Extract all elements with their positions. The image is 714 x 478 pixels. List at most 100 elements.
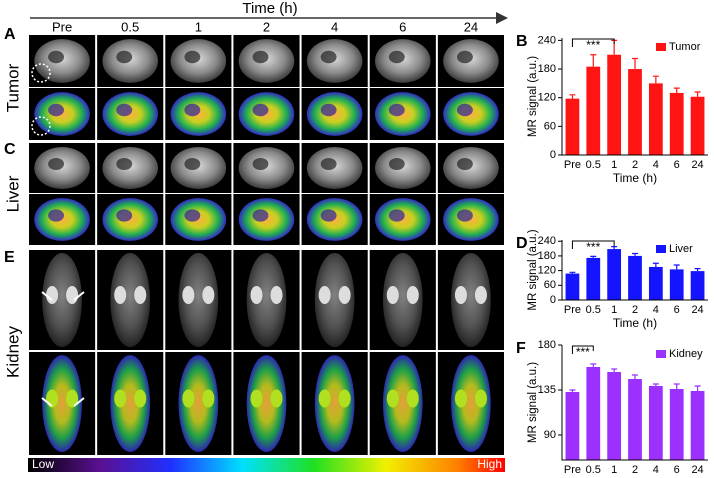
mri-kidney (338, 286, 351, 304)
error-bar (694, 385, 701, 391)
mri-section (238, 147, 295, 189)
mri-dark-region (48, 103, 65, 117)
significance-label: *** (576, 345, 590, 359)
mri-kidney (474, 286, 487, 304)
bar (669, 389, 684, 460)
x-tick-label: 4 (653, 464, 659, 476)
significance-bracket (571, 240, 615, 249)
x-tick-label: 0.5 (586, 464, 601, 476)
mri-kidney (134, 286, 147, 304)
mri-dark-region (320, 103, 337, 117)
mri-kidney (66, 286, 79, 304)
mri-dark-region (184, 209, 201, 222)
mri-dark-region (456, 103, 473, 117)
error-bar (652, 383, 659, 386)
mri-kidney (318, 389, 331, 408)
y-axis-label: MR signal (a.u.) (527, 362, 539, 443)
bar (607, 54, 622, 155)
x-axis-label: Time (h) (613, 171, 657, 185)
mri-dark-region (48, 50, 65, 64)
mri-kidney (406, 389, 419, 408)
mri-dark-region (456, 158, 473, 170)
kidney-arrow (73, 397, 85, 407)
y-tick-label: 60 (544, 279, 556, 291)
mri-dark-region (320, 209, 337, 222)
row-label: Tumor (3, 63, 22, 112)
mri-kidney (114, 389, 127, 408)
significance-bracket (571, 38, 615, 47)
tumor-outline (31, 63, 51, 83)
mri-kidney (386, 286, 399, 304)
mri-kidney (474, 389, 487, 408)
time-point-label: 24 (464, 19, 478, 34)
mri-body (451, 355, 491, 452)
mri-body (110, 253, 151, 347)
panel-label: F (516, 340, 526, 357)
mri-kidney (406, 286, 419, 304)
legend-label: Liver (669, 243, 693, 255)
error-bar (652, 262, 659, 267)
mri-dark-region (116, 158, 133, 170)
bar (690, 391, 705, 460)
mri-body (314, 355, 355, 452)
axes (561, 38, 708, 156)
bar (586, 367, 601, 460)
significance-bracket (571, 345, 594, 354)
mri-body (382, 253, 423, 347)
mri-body (382, 355, 423, 452)
y-axis-label: MR signal (a.u.) (527, 56, 539, 137)
error-bar (673, 383, 680, 389)
significance-label: *** (586, 240, 600, 254)
mri-body (110, 355, 151, 452)
bar (628, 379, 642, 460)
error-bar (590, 255, 597, 258)
mri-kidney (114, 286, 127, 304)
bar (690, 96, 705, 155)
mri-section (306, 147, 363, 189)
bar (565, 98, 580, 155)
time-point-label: 2 (263, 19, 270, 34)
mri-dark-region (252, 158, 269, 170)
y-tick-label: 180 (538, 250, 556, 262)
colorbar-low: Low (32, 457, 54, 471)
mri-body (42, 355, 82, 452)
mri-dark-region (252, 209, 269, 222)
mri-dark-region (252, 50, 269, 64)
mri-dark-region (184, 50, 201, 64)
time-point-label: 0.5 (121, 19, 139, 34)
bar (628, 255, 642, 300)
mri-kidney (202, 389, 215, 408)
x-tick-label: 6 (674, 159, 680, 171)
x-tick-label: 0.5 (586, 159, 601, 171)
mri-dark-region (184, 158, 201, 170)
mri-kidney (182, 389, 195, 408)
mri-dark-region (48, 209, 65, 222)
time-point-label: 1 (195, 19, 202, 34)
x-tick-label: 0.5 (586, 304, 601, 316)
bar (648, 83, 663, 155)
x-tick-label: 24 (691, 159, 703, 171)
error-bar (673, 264, 680, 270)
legend-swatch (656, 350, 666, 358)
mri-dark-region (388, 103, 405, 117)
mri-body (451, 253, 491, 347)
mri-dark-region (456, 209, 473, 222)
mri-body (178, 253, 219, 347)
x-axis-label: Time (h) (613, 476, 657, 478)
bar (586, 66, 601, 155)
panel-label: B (516, 33, 528, 50)
mri-body (42, 253, 82, 347)
mri-dark-region (388, 50, 405, 64)
mri-body (246, 355, 287, 452)
colorbar (28, 458, 505, 472)
mri-section (102, 147, 158, 189)
x-tick-label: 2 (632, 304, 638, 316)
panel-label: E (4, 249, 15, 266)
mri-kidney (134, 389, 147, 408)
y-tick-label: 60 (544, 120, 556, 132)
mri-body (314, 253, 355, 347)
time-point-label: Pre (52, 19, 72, 34)
x-tick-label: Pre (564, 304, 581, 316)
panel-label: A (4, 26, 16, 43)
